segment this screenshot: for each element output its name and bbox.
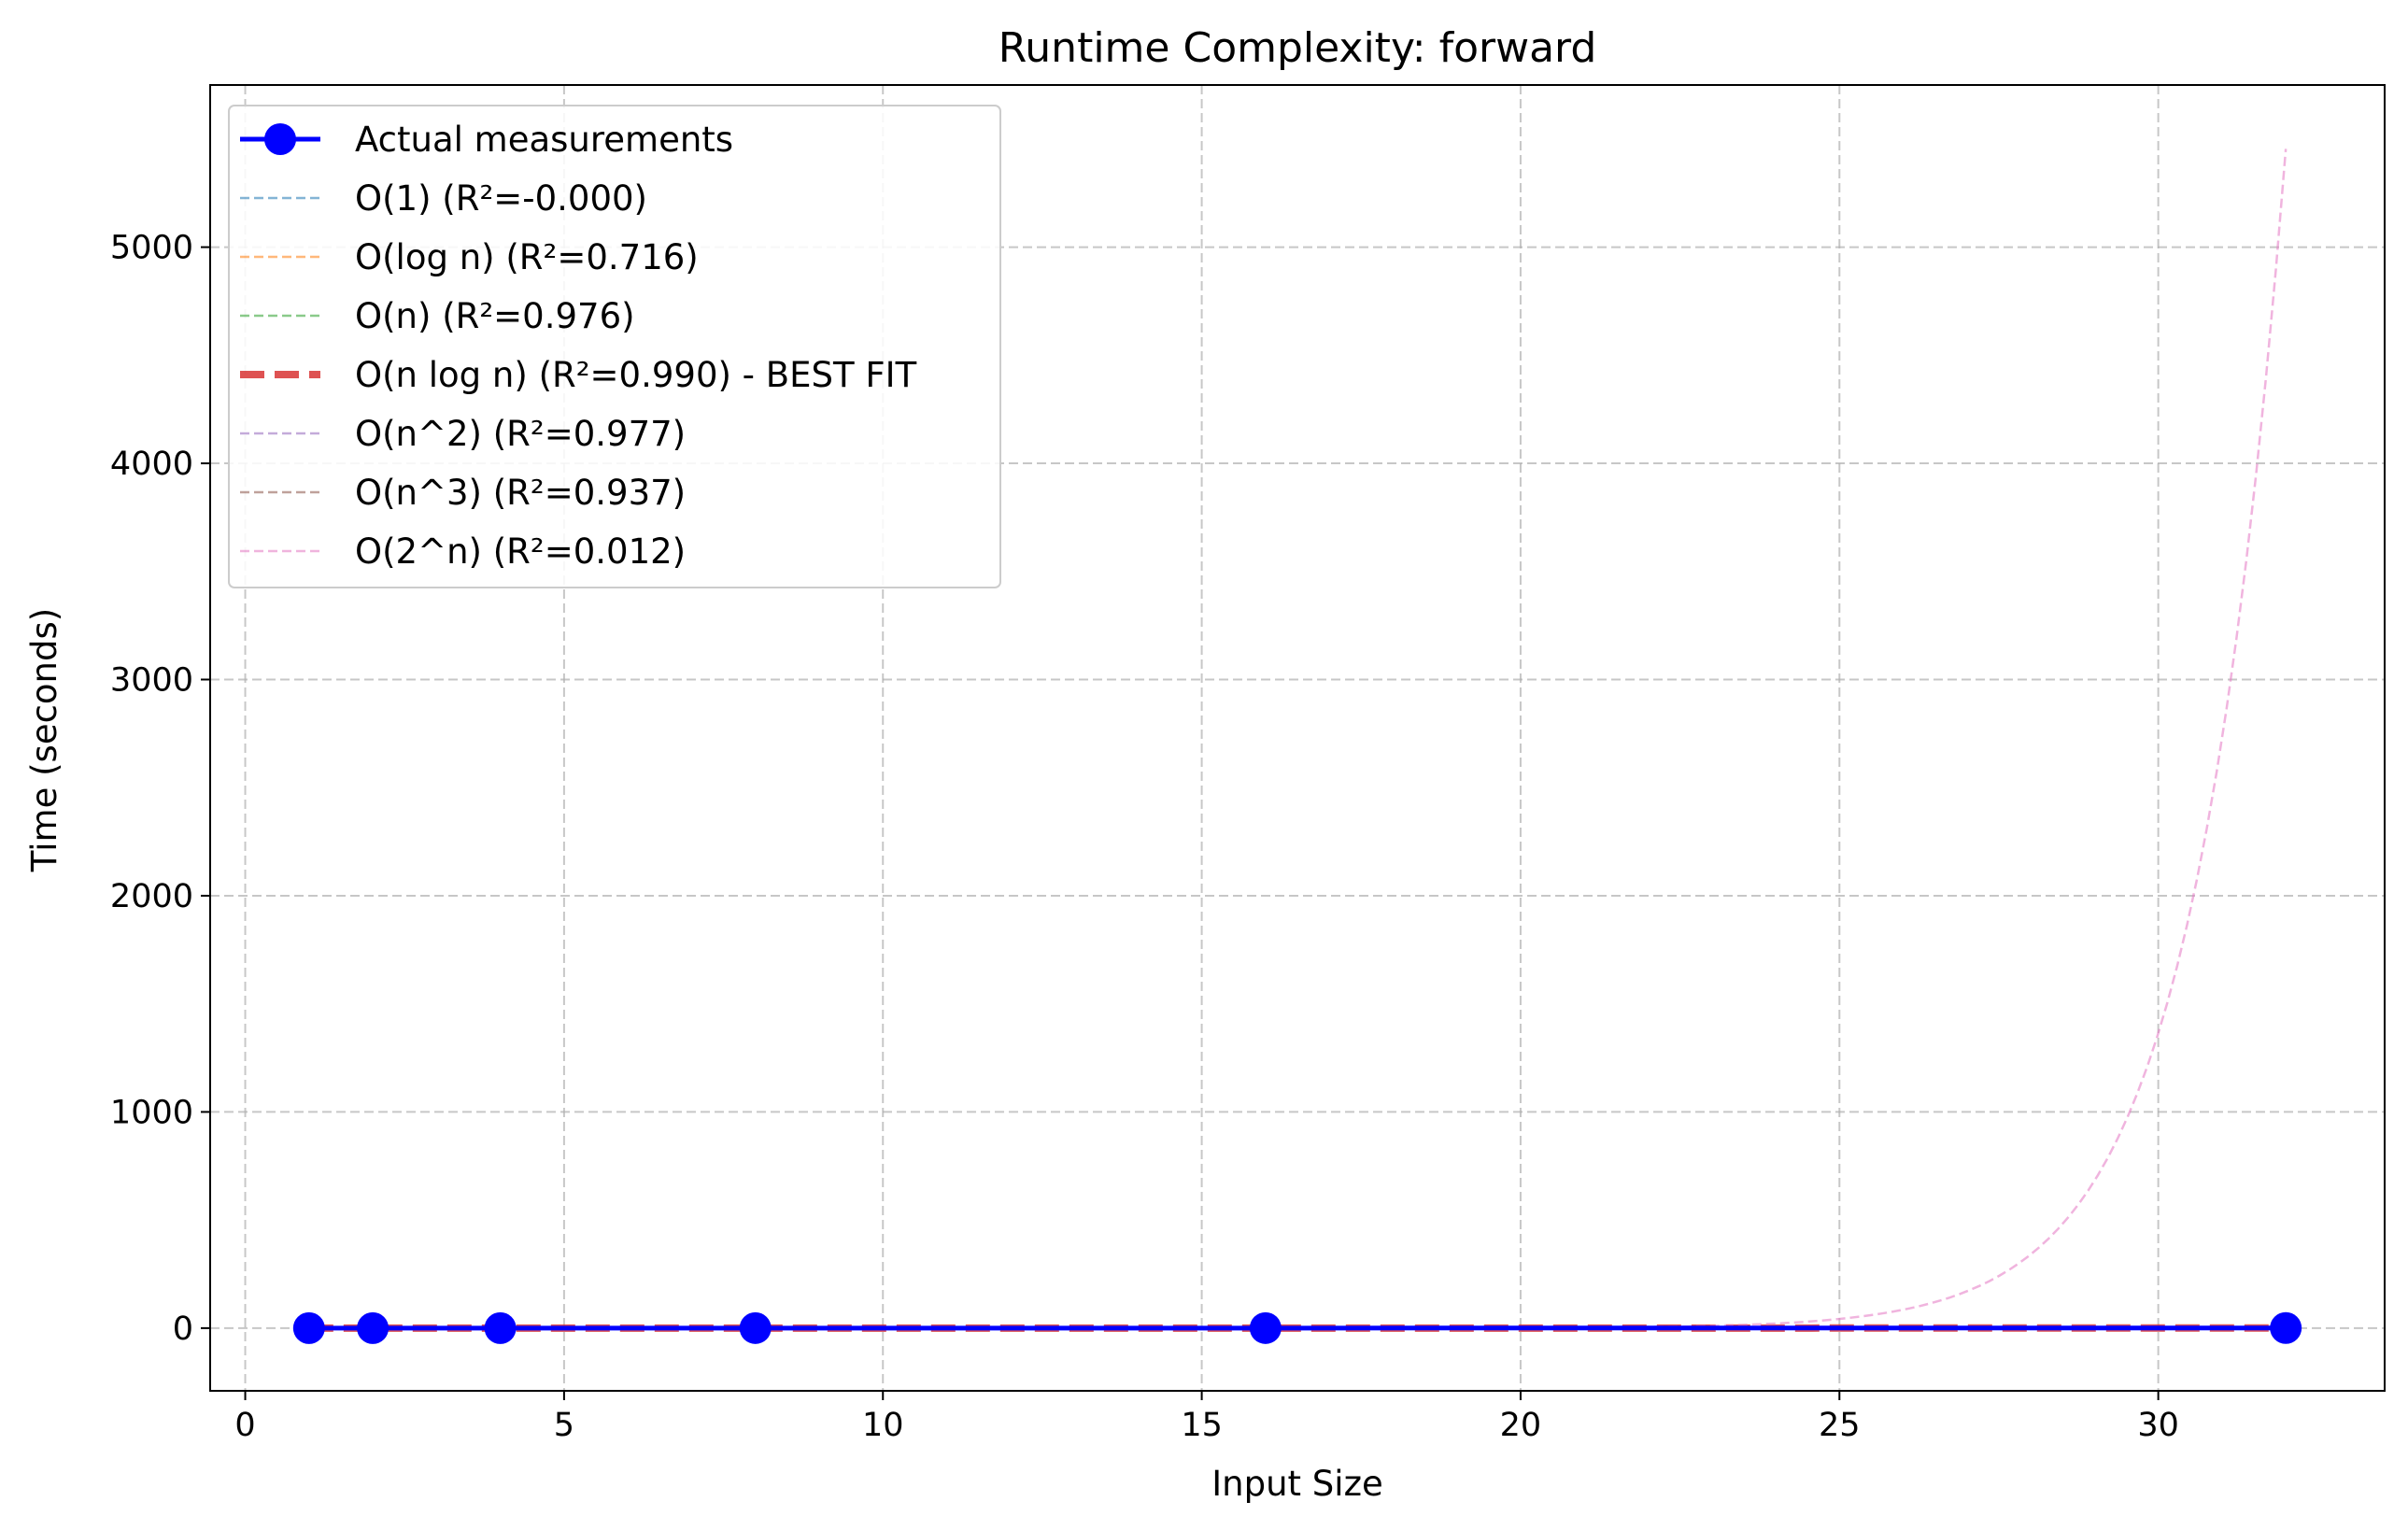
y-axis-label: Time (seconds) bbox=[24, 608, 64, 872]
plot-series bbox=[308, 149, 2288, 1332]
x-tick-label: 0 bbox=[234, 1407, 255, 1444]
measurement-point bbox=[484, 1311, 517, 1344]
legend-label: O(n log n) (R²=0.990) - BEST FIT bbox=[355, 355, 917, 395]
y-tick-label: 5000 bbox=[110, 230, 193, 267]
x-tick-label: 20 bbox=[1500, 1407, 1542, 1444]
measurement-points bbox=[292, 1311, 2302, 1344]
legend-marker-measurements bbox=[264, 123, 296, 155]
legend-box bbox=[228, 105, 1001, 588]
measurement-point bbox=[357, 1311, 390, 1344]
x-tick-label: 5 bbox=[554, 1407, 574, 1444]
y-tick-label: 1000 bbox=[110, 1094, 193, 1131]
plot-frame bbox=[209, 84, 2386, 1392]
legend-label: O(n^2) (R²=0.977) bbox=[355, 414, 686, 454]
x-tick-label: 30 bbox=[2137, 1407, 2179, 1444]
y-tick-label: 2000 bbox=[110, 878, 193, 915]
legend-label: O(n^3) (R²=0.937) bbox=[355, 473, 686, 513]
measurement-point bbox=[2270, 1311, 2302, 1344]
measurement-point bbox=[1249, 1311, 1282, 1344]
x-tick-label: 25 bbox=[1819, 1407, 1861, 1444]
x-axis-label: Input Size bbox=[1211, 1464, 1383, 1504]
y-tick-label: 3000 bbox=[110, 662, 193, 700]
axis-ticks: 0 5 10 15 20 25 30 0 1000 2000 3000 4000 5000 bbox=[110, 230, 2179, 1444]
y-tick-label: 4000 bbox=[110, 446, 193, 483]
measurement-point bbox=[739, 1311, 772, 1344]
legend-label: Actual measurements bbox=[355, 120, 733, 160]
legend-label: O(n) (R²=0.976) bbox=[355, 296, 635, 336]
legend-label: O(1) (R²=-0.000) bbox=[355, 178, 647, 219]
x-tick-label: 10 bbox=[862, 1407, 904, 1444]
x-tick-label: 15 bbox=[1181, 1407, 1223, 1444]
legend-label: O(log n) (R²=0.716) bbox=[355, 237, 699, 277]
y-tick-label: 0 bbox=[173, 1310, 193, 1348]
legend: Actual measurements O(1) (R²=-0.000) O(log… bbox=[228, 105, 1001, 588]
chart-title: Runtime Complexity: forward bbox=[999, 24, 1597, 72]
legend-label: O(2^n) (R²=0.012) bbox=[355, 531, 686, 572]
measurement-point bbox=[292, 1311, 325, 1344]
